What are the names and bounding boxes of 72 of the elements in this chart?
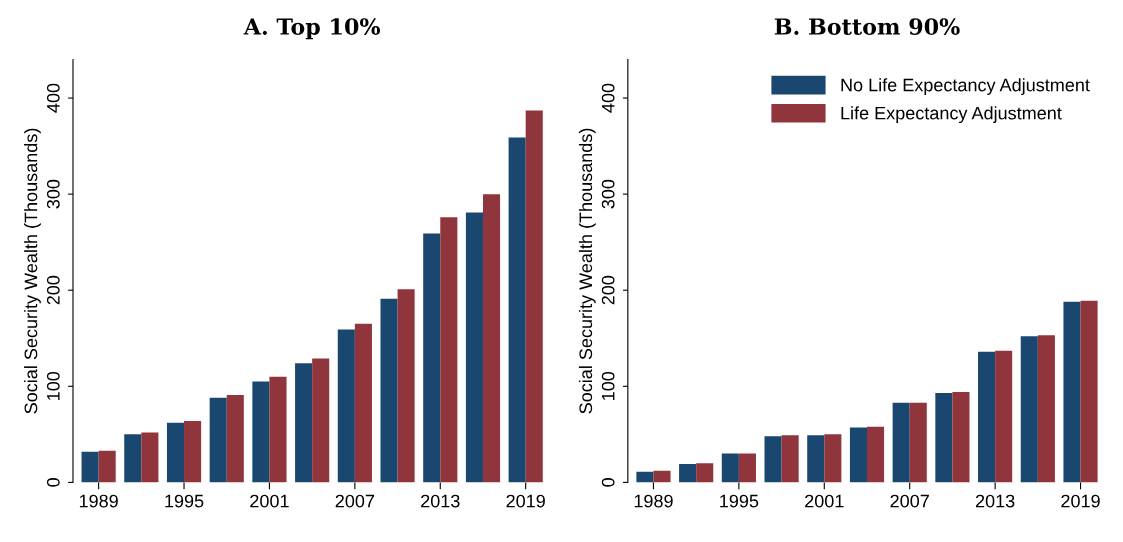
bar	[354, 323, 372, 483]
bar	[653, 470, 671, 483]
bar	[807, 435, 825, 483]
bar	[525, 110, 543, 483]
y-tick-label: 200	[601, 275, 615, 305]
bar	[269, 376, 287, 483]
bar	[1020, 336, 1038, 483]
bar	[508, 137, 526, 483]
bar	[636, 471, 654, 483]
y-axis-title: Social Security Wealth (Thousands)	[24, 128, 41, 414]
chart-title: A. Top 10%	[243, 18, 381, 40]
bar	[209, 397, 227, 483]
bar	[1063, 301, 1081, 483]
bar	[764, 436, 782, 483]
bar	[184, 420, 202, 483]
bar	[440, 217, 458, 483]
x-tick-label: 1989	[79, 494, 118, 508]
y-tick-label: 0	[46, 478, 60, 487]
bar	[98, 450, 116, 483]
y-tick-label: 400	[46, 83, 60, 113]
bar	[849, 427, 867, 483]
y-tick-label: 100	[46, 371, 60, 400]
x-tick-label: 2007	[890, 494, 929, 508]
bar	[738, 453, 756, 483]
bar	[978, 351, 996, 483]
x-tick-label: 2007	[335, 494, 375, 508]
y-tick-label: 100	[601, 371, 615, 400]
bar	[81, 451, 99, 483]
x-tick-label: 2019	[1061, 494, 1100, 508]
x-tick-label: 1995	[165, 494, 204, 508]
bar	[679, 464, 697, 483]
legend-label: Life Expectancy Adjustment	[841, 106, 1062, 124]
x-tick-label: 2001	[805, 494, 844, 508]
bar	[892, 402, 910, 483]
bar	[1037, 335, 1055, 483]
bar	[465, 212, 483, 483]
x-tick-label: 1989	[634, 494, 673, 508]
x-tick-label: 2001	[250, 494, 289, 508]
bar	[166, 422, 185, 483]
x-tick-label: 2013	[975, 494, 1015, 508]
y-axis-title: Social Security Wealth (Thousands)	[578, 128, 596, 414]
bar	[423, 233, 441, 483]
bar	[952, 392, 970, 483]
y-tick-label: 300	[601, 179, 615, 209]
bar	[337, 329, 355, 483]
bar	[867, 426, 885, 483]
bar	[141, 432, 159, 483]
bar	[909, 402, 927, 483]
bar	[1080, 300, 1098, 483]
bar	[397, 289, 415, 483]
legend-label: No Life Expectancy Adjustment	[841, 78, 1090, 95]
x-tick-label: 2019	[506, 494, 545, 508]
chart-title: B. Bottom 90%	[774, 18, 960, 35]
y-tick-label: 300	[46, 179, 60, 209]
bar	[935, 393, 953, 483]
bar	[124, 434, 142, 483]
bar	[482, 194, 501, 483]
y-tick-label: 400	[601, 83, 615, 113]
x-tick-label: 2013	[421, 494, 460, 508]
y-tick-label: 200	[46, 275, 60, 305]
y-tick-label: 0	[601, 478, 615, 487]
x-tick-label: 1995	[720, 494, 759, 508]
bar	[312, 358, 330, 483]
bar	[824, 434, 842, 483]
bar	[295, 363, 313, 483]
bar	[696, 463, 714, 483]
bar	[721, 453, 739, 483]
bar	[380, 298, 398, 483]
bar	[781, 435, 799, 483]
bar	[252, 381, 270, 483]
bar	[995, 350, 1013, 483]
bar	[226, 394, 244, 483]
